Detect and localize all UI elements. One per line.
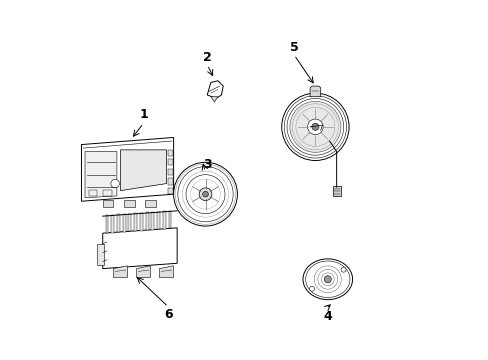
Bar [97,244,103,265]
Bar [168,178,172,185]
Text: 2: 2 [203,51,211,64]
Ellipse shape [303,259,352,300]
Circle shape [202,192,208,197]
Circle shape [309,286,314,291]
Polygon shape [105,215,108,233]
Text: 1: 1 [139,108,147,121]
Circle shape [111,179,119,188]
Polygon shape [151,212,154,230]
Polygon shape [157,212,160,229]
Polygon shape [159,266,173,278]
Bar [168,188,172,194]
Polygon shape [134,213,137,231]
Polygon shape [85,152,117,198]
Bar [88,190,97,196]
Bar [332,186,340,196]
Polygon shape [168,211,171,229]
Polygon shape [111,215,114,233]
Polygon shape [102,228,177,269]
Polygon shape [140,213,142,230]
Polygon shape [207,81,223,99]
Polygon shape [81,138,173,201]
Polygon shape [145,212,148,230]
Circle shape [311,123,318,130]
Bar [168,159,172,166]
Circle shape [199,188,211,201]
Circle shape [289,101,340,152]
Circle shape [307,119,323,135]
Bar [145,200,156,207]
Bar [168,149,172,156]
Polygon shape [309,86,320,97]
Circle shape [340,267,346,272]
Polygon shape [128,213,131,231]
Ellipse shape [305,261,349,297]
Polygon shape [113,266,127,278]
Text: 3: 3 [203,158,211,171]
Text: 6: 6 [163,308,172,321]
Bar [124,200,134,207]
Polygon shape [120,150,166,191]
Text: 4: 4 [323,310,331,323]
Circle shape [324,276,331,283]
Text: 5: 5 [289,41,298,54]
Circle shape [173,162,237,226]
Polygon shape [136,266,150,278]
Bar [102,190,111,196]
Polygon shape [163,211,165,229]
Bar [168,168,172,175]
Polygon shape [117,215,120,232]
Bar [102,200,113,207]
Circle shape [281,93,348,161]
Polygon shape [210,97,218,102]
Polygon shape [122,214,125,232]
